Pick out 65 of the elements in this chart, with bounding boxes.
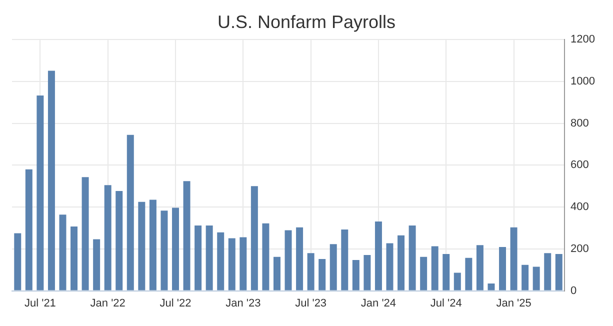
- bar: [116, 190, 123, 290]
- bar: [36, 95, 44, 290]
- bar: [160, 210, 168, 290]
- bar: [284, 230, 292, 290]
- bar: [59, 214, 66, 290]
- bar: [476, 245, 484, 290]
- bar: [48, 70, 55, 290]
- bar: [386, 243, 394, 290]
- y-tick-label: 800: [570, 117, 589, 130]
- x-tick-label: Jul '22: [160, 297, 192, 310]
- bar: [307, 253, 314, 290]
- bar: [510, 227, 518, 290]
- bar: [398, 235, 405, 290]
- bar: [138, 202, 146, 290]
- bar: [149, 200, 156, 290]
- x-tick-label: Jan '22: [90, 297, 126, 310]
- x-tick-label: Jul '23: [295, 297, 327, 310]
- bar: [228, 238, 236, 290]
- bar: [183, 181, 190, 290]
- y-tick-label: 1200: [570, 34, 596, 46]
- bar: [262, 223, 270, 290]
- bar: [352, 260, 360, 290]
- bar: [126, 134, 134, 290]
- bar: [70, 226, 78, 290]
- bar: [341, 229, 348, 290]
- bar: [488, 283, 495, 290]
- bar: [25, 169, 32, 290]
- bar: [374, 222, 382, 290]
- bar: [14, 233, 22, 290]
- x-tick-label: Jan '24: [360, 297, 396, 310]
- bar: [93, 239, 100, 290]
- bar: [364, 255, 371, 290]
- bar: [522, 264, 529, 290]
- x-tick-label: Jan '23: [226, 297, 261, 310]
- bar: [104, 185, 112, 290]
- y-tick-label: 600: [570, 159, 589, 172]
- bar: [532, 266, 540, 290]
- chart-title: U.S. Nonfarm Payrolls: [217, 12, 396, 32]
- bar: [194, 225, 202, 290]
- bar: [82, 177, 89, 290]
- y-tick-label: 200: [570, 242, 589, 255]
- bar: [499, 247, 506, 290]
- bar: [206, 225, 213, 290]
- bar: [544, 253, 552, 290]
- x-tick-label: Jul '21: [24, 297, 56, 310]
- bar: [250, 186, 258, 290]
- x-tick-label: Jan '25: [496, 297, 532, 310]
- bar: [172, 208, 179, 290]
- bar: [318, 258, 326, 290]
- y-tick-label: 0: [570, 284, 577, 297]
- bar: [442, 254, 450, 290]
- bar: [296, 227, 304, 290]
- bar: [431, 246, 438, 290]
- bar: [217, 232, 224, 290]
- bar: [420, 256, 428, 290]
- bar: [330, 244, 337, 290]
- x-tick-label: Jul '24: [430, 297, 462, 310]
- bar: [408, 225, 416, 290]
- bar: [273, 256, 280, 290]
- bar: [555, 254, 562, 290]
- bar: [465, 258, 472, 290]
- bar: [454, 272, 461, 290]
- y-tick-label: 400: [570, 201, 589, 214]
- bar: [240, 237, 247, 290]
- y-tick-label: 1000: [570, 76, 596, 88]
